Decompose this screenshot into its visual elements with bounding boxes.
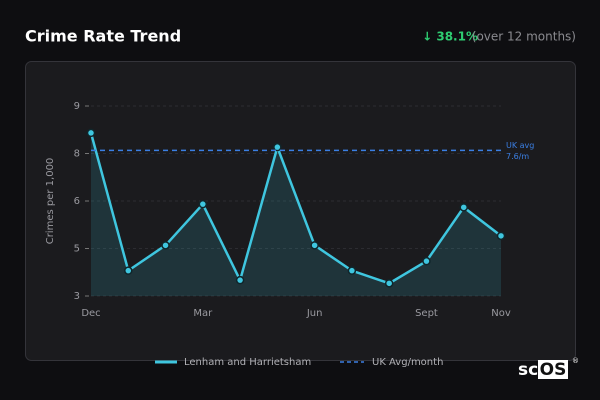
reference-label: UK avg <box>506 141 534 150</box>
point <box>384 279 394 288</box>
y-axis-label: Crimes per 1,000 <box>45 158 56 245</box>
point <box>496 231 506 241</box>
y-tick-label: 5 <box>74 244 80 255</box>
y-tick-label: 6 <box>74 196 80 207</box>
point <box>235 275 245 285</box>
point <box>161 241 170 250</box>
title: Crime Rate Trend <box>25 27 181 46</box>
x-tick-label: Dec <box>81 308 100 319</box>
y-tick-label: 8 <box>74 149 80 160</box>
legend-label: Lenham and Harrietsham <box>184 357 311 368</box>
y-tick-label: 9 <box>74 101 80 112</box>
reference-label: 7.6/m <box>506 152 529 161</box>
logo-text: sc <box>518 360 538 380</box>
point <box>86 128 96 138</box>
point <box>422 256 431 266</box>
change: ↓ 38.1% <box>422 30 478 44</box>
logo-mark: ® <box>572 357 579 365</box>
line <box>89 132 502 285</box>
x-tick-label: Sept <box>415 308 438 319</box>
change-note: (over 12 months) <box>472 30 576 44</box>
x-tick-label: Nov <box>491 308 511 319</box>
y-tick-label: 3 <box>74 291 80 302</box>
legend-label: UK Avg/month <box>372 357 443 368</box>
point <box>347 266 357 275</box>
x-tick-label: Jun <box>306 308 323 319</box>
point <box>310 241 319 250</box>
x-tick-label: Mar <box>193 308 213 319</box>
point <box>198 199 208 209</box>
logo-boxed: OS <box>540 360 567 380</box>
point <box>459 203 468 212</box>
plot: 3 5 6 8 9 Dec Mar Jun Sept Nov UK avg 7.6/m Lenham a… <box>74 101 535 368</box>
area <box>91 132 501 296</box>
logo-box <box>538 360 568 379</box>
point <box>124 266 133 275</box>
point <box>273 142 282 152</box>
